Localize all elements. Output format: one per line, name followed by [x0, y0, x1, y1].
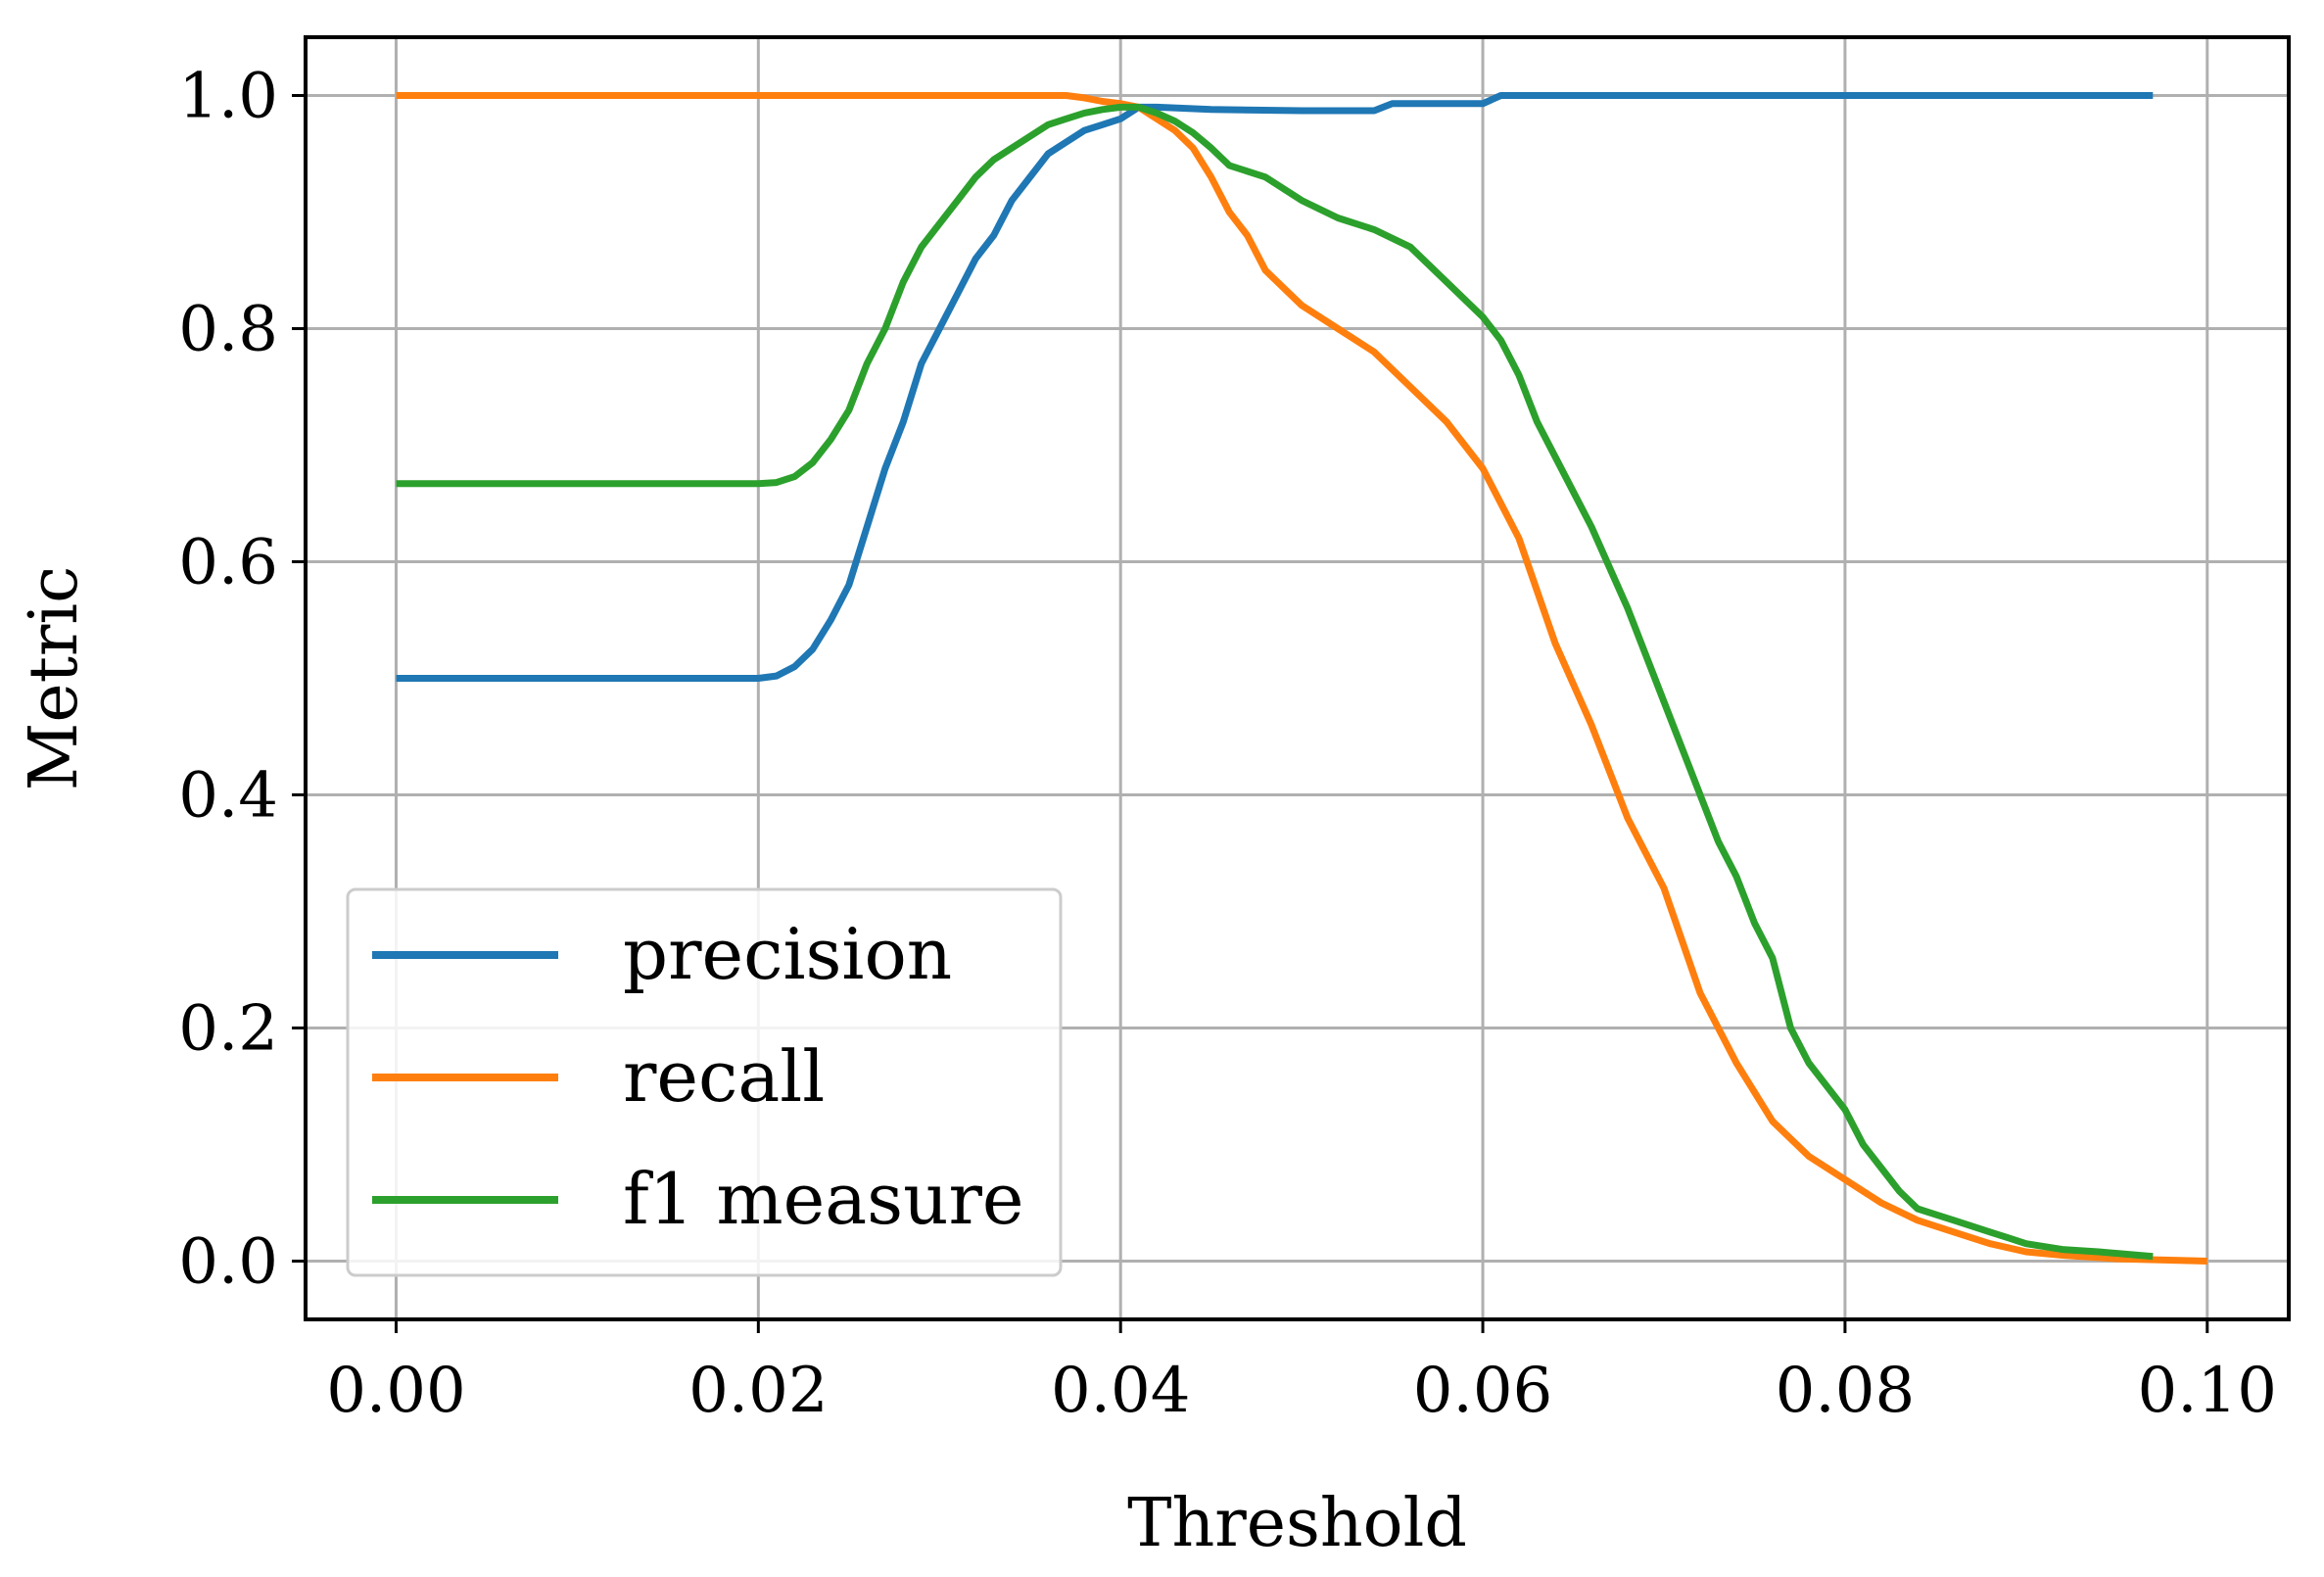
series-line-precision: [396, 92, 2154, 682]
legend: precision recall f1 measure: [346, 887, 1063, 1277]
legend-label-recall: recall: [623, 1035, 825, 1118]
y-tick-label-1: 0.2: [178, 993, 278, 1066]
x-tick-label-2: 0.04: [1051, 1355, 1191, 1427]
y-tick-label-3: 0.6: [178, 527, 278, 599]
y-tick-label-2: 0.4: [178, 760, 278, 833]
ticks: 0.00 0.02 0.04 0.06 0.08 0.10 0.0 0.2 0.4 0.6 0.8 1…: [178, 61, 2277, 1428]
legend-label-precision: precision: [623, 913, 952, 995]
y-tick-label-0: 0.0: [178, 1226, 278, 1299]
x-tick-label-0: 0.00: [326, 1355, 466, 1427]
x-axis-label: Threshold: [1127, 1485, 1467, 1562]
x-tick-label-5: 0.10: [2138, 1355, 2278, 1427]
x-tick-label-3: 0.06: [1413, 1355, 1553, 1427]
series-line-f1-measure: [396, 103, 2154, 1261]
legend-label-f1-measure: f1 measure: [623, 1158, 1024, 1240]
series-layer: [396, 92, 2207, 1265]
x-tick-label-1: 0.02: [688, 1355, 829, 1427]
y-tick-label-5: 1.0: [178, 61, 278, 133]
y-axis-label: Metric: [16, 566, 93, 791]
series-line-recall: [396, 92, 2207, 1265]
y-tick-label-4: 0.8: [178, 294, 278, 366]
legend-box: [346, 887, 1063, 1277]
plot-frame: [304, 35, 2291, 1321]
x-tick-label-4: 0.08: [1776, 1355, 1916, 1427]
